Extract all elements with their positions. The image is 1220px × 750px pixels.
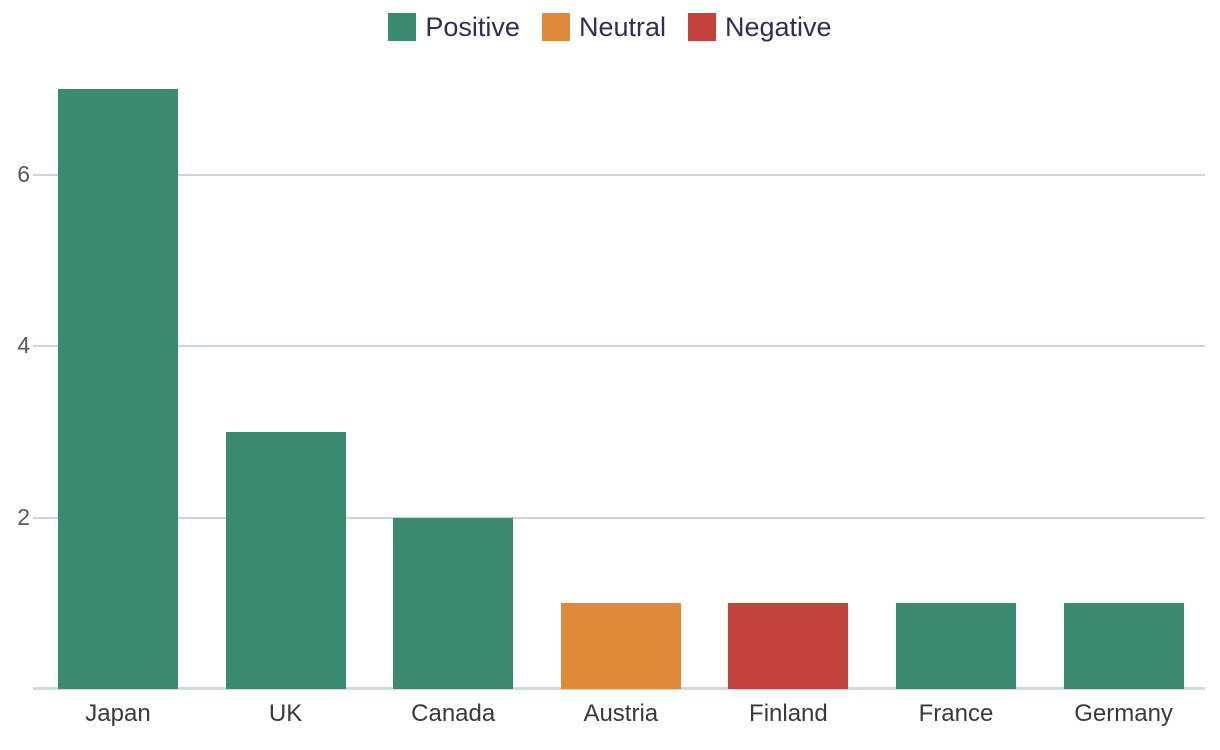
y-tick-label: 4 [17, 332, 30, 359]
bar-france [896, 603, 1016, 689]
bar-germany [1063, 603, 1184, 689]
legend-label: Negative [725, 12, 832, 42]
legend-item-negative: Negative [688, 12, 832, 42]
bar-canada [393, 517, 514, 689]
bar-uk [225, 431, 346, 689]
x-axis-label-germany: Germany [1074, 700, 1173, 727]
x-axis-label-japan: Japan [85, 700, 151, 727]
legend-label: Positive [425, 12, 520, 42]
legend-item-positive: Positive [388, 12, 520, 42]
gridline [33, 516, 1205, 519]
y-tick-label: 6 [17, 160, 30, 187]
x-axis-label-finland: Finland [749, 700, 828, 727]
y-tick-label: 2 [17, 503, 30, 530]
gridline [33, 173, 1205, 176]
bar-austria [560, 603, 681, 689]
legend-label: Neutral [578, 12, 666, 42]
bar-japan [58, 89, 178, 689]
legend-swatch-neutral [541, 13, 570, 41]
bar-finland [728, 603, 849, 689]
chart-legend: Positive Neutral Negative [0, 12, 1220, 42]
legend-item-neutral: Neutral [541, 12, 666, 42]
legend-swatch-negative [688, 13, 716, 41]
x-axis-label-uk: UK [268, 700, 303, 727]
gridline [33, 345, 1205, 348]
x-axis-label-austria: Austria [583, 700, 659, 727]
x-axis-label-canada: Canada [411, 700, 496, 727]
x-axis-label-france: France [918, 700, 994, 727]
legend-swatch-positive [388, 13, 417, 41]
